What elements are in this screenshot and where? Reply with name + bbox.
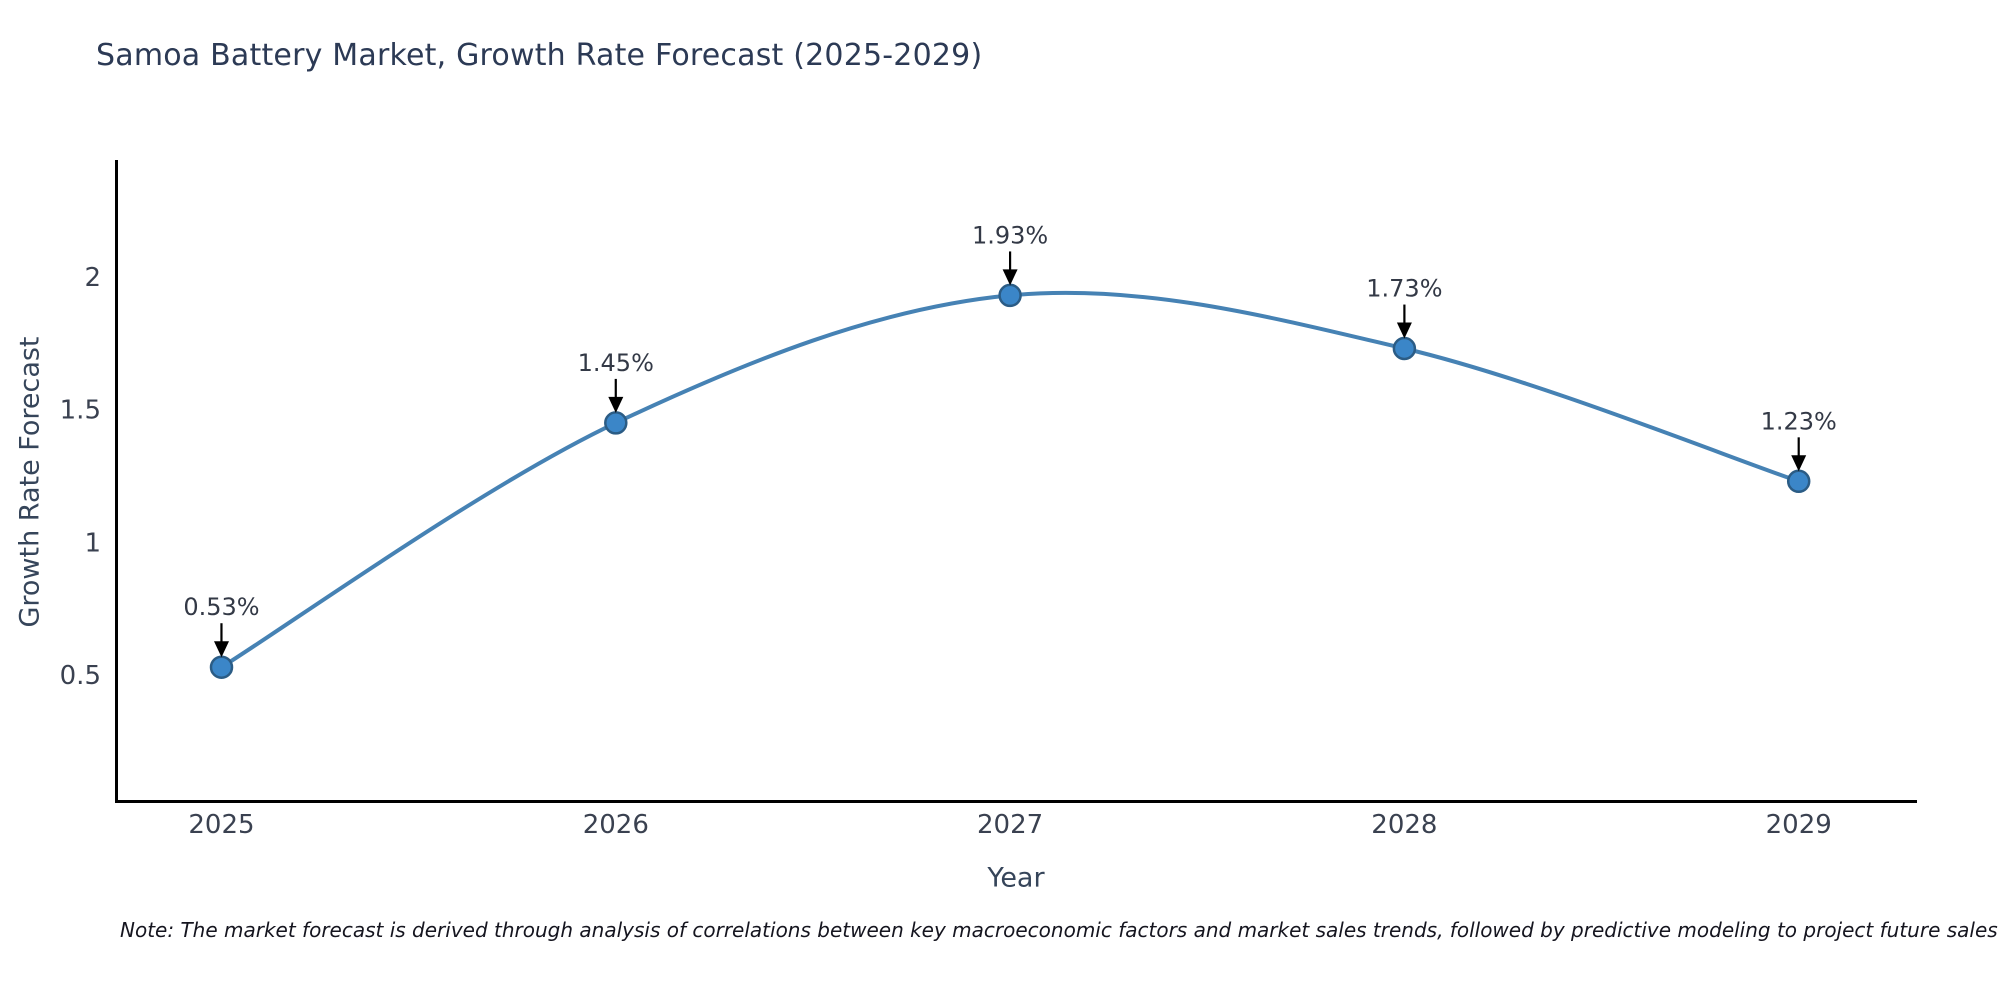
x-tick-label: 2029: [1766, 810, 1832, 840]
x-axis-title: Year: [987, 862, 1045, 894]
data-point-marker-2028: [1392, 336, 1417, 361]
point-annotation-label: 1.23%: [1761, 407, 1837, 435]
data-point-marker-2025: [209, 655, 234, 679]
y-tick-label: 2: [84, 263, 101, 293]
y-tick-label: 0.5: [60, 661, 101, 691]
point-annotation-label: 1.93%: [972, 221, 1048, 249]
y-tick-label: 1.5: [60, 396, 101, 426]
chart-note: Note: The market forecast is derived thr…: [120, 918, 1998, 942]
chart-title: Samoa Battery Market, Growth Rate Foreca…: [96, 38, 983, 73]
x-tick-label: 2026: [583, 810, 649, 840]
point-annotation-label: 1.73%: [1366, 275, 1442, 303]
y-tick-label: 1: [84, 528, 101, 558]
annotation-arrowhead-icon: [1791, 455, 1807, 472]
data-point-marker-2029: [1786, 469, 1811, 494]
data-point-marker-2026: [604, 411, 628, 435]
x-tick-label: 2027: [977, 810, 1043, 840]
annotation-arrowhead-icon: [214, 641, 229, 658]
x-tick-label: 2028: [1371, 810, 1437, 840]
annotation-arrowhead-icon: [1396, 322, 1412, 339]
data-point-marker-2027: [998, 283, 1022, 308]
forecast-line: [219, 290, 1801, 670]
point-annotation-label: 0.53%: [183, 593, 259, 621]
x-tick-label: 2025: [188, 810, 254, 840]
annotation-arrowhead-icon: [608, 396, 624, 413]
annotation-arrowhead-icon: [1002, 269, 1018, 286]
point-annotation-label: 1.45%: [578, 349, 654, 377]
